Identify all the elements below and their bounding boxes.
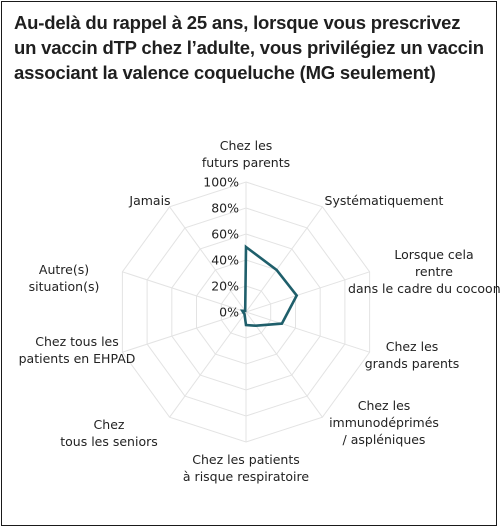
radar-series: [239, 244, 299, 328]
category-label-6: Chez les patients à risque respiratoire: [183, 452, 309, 484]
data-point-8: [242, 312, 245, 314]
category-labels: Chez les futurs parents Systématiquement Lo…: [19, 138, 500, 484]
grid-spoke-7: [169, 311, 247, 418]
category-label-7: Chez tous les seniors: [60, 417, 158, 449]
category-label-10: Jamais: [128, 193, 170, 208]
data-point-4: [281, 322, 283, 325]
category-label-5: Chez les immunodéprimés / aspléniques: [329, 398, 439, 447]
grid-spoke-3: [245, 271, 370, 313]
grid-spoke-2: [245, 206, 323, 313]
tick-label-5: 100%: [203, 175, 239, 190]
tick-label-1: 20%: [211, 279, 239, 294]
tick-label-3: 60%: [211, 227, 239, 242]
data-point-6: [245, 324, 247, 326]
title-line-3: associant la valence coqueluche (MG seul…: [14, 62, 436, 83]
category-label-3: Lorsque cela rentre dans le cadre du cocoo…: [348, 247, 500, 296]
category-label-2: Systématiquement: [325, 193, 444, 208]
radar-grid: [121, 181, 371, 443]
data-point-7: [243, 313, 246, 315]
tick-label-0: 0%: [219, 305, 239, 320]
data-point-10: [244, 310, 246, 312]
data-point-3: [295, 294, 298, 297]
category-label-4: Chez les grands parents: [365, 339, 460, 371]
data-point-5: [255, 324, 257, 327]
grid-spoke-8: [122, 311, 247, 353]
data-point-1: [245, 246, 247, 248]
category-label-9: Autre(s) situation(s): [29, 262, 100, 294]
category-label-8: Chez tous les patients en EHPAD: [19, 334, 136, 366]
grid-spoke-4: [245, 311, 370, 353]
category-label-1: Chez les futurs parents: [202, 138, 290, 170]
tick-label-4: 80%: [211, 201, 239, 216]
grid-spoke-10: [169, 206, 247, 313]
title-line-1: Au-delà du rappel à 25 ans, lorsque vous…: [14, 12, 461, 33]
tick-label-2: 40%: [211, 253, 239, 268]
grid-spoke-5: [245, 311, 323, 418]
grid-spoke-9: [122, 271, 247, 313]
data-point-2: [275, 269, 278, 271]
radial-tick-labels: 0% 20% 40% 60% 80% 100%: [203, 175, 239, 320]
data-point-9: [241, 310, 244, 312]
title-line-2: un vaccin dTP chez l’adulte, vous privil…: [14, 37, 484, 58]
chart-title: Au-delà du rappel à 25 ans, lorsque vous…: [14, 10, 484, 85]
